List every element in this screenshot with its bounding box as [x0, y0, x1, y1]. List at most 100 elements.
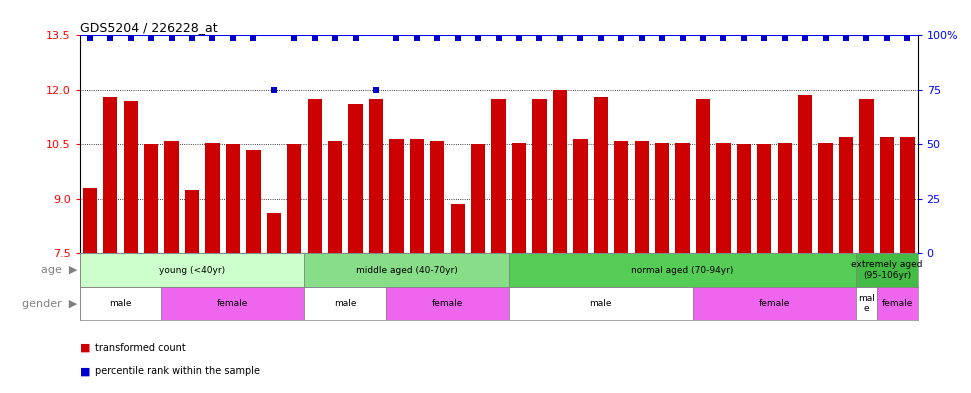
Bar — [83, 188, 97, 253]
Point — [858, 35, 874, 41]
Point — [164, 35, 180, 41]
Point — [205, 35, 220, 41]
Point — [818, 35, 833, 41]
Bar — [430, 141, 445, 253]
Bar — [328, 141, 342, 253]
Bar — [634, 141, 649, 253]
Point — [614, 35, 629, 41]
Bar — [737, 144, 751, 253]
Point — [327, 35, 343, 41]
Point — [450, 35, 465, 41]
Text: transformed count: transformed count — [95, 343, 185, 353]
Bar — [509, 287, 692, 320]
Point — [286, 35, 302, 41]
Text: female: female — [218, 299, 249, 308]
Point — [695, 35, 711, 41]
Point — [491, 35, 507, 41]
Point — [368, 87, 384, 93]
Point — [654, 35, 670, 41]
Text: male: male — [334, 299, 356, 308]
Bar — [225, 144, 240, 253]
Text: ■: ■ — [80, 366, 90, 376]
Bar — [512, 143, 526, 253]
Bar — [819, 143, 833, 253]
Bar — [573, 139, 587, 253]
Text: normal aged (70-94yr): normal aged (70-94yr) — [631, 266, 734, 275]
Point — [756, 35, 772, 41]
Bar — [205, 143, 219, 253]
Bar — [144, 144, 158, 253]
Bar — [305, 253, 509, 287]
Text: middle aged (40-70yr): middle aged (40-70yr) — [355, 266, 457, 275]
Text: extremely aged
(95-106yr): extremely aged (95-106yr) — [852, 261, 922, 280]
Bar — [552, 90, 567, 253]
Bar — [717, 143, 730, 253]
Bar — [900, 137, 915, 253]
Bar — [267, 213, 281, 253]
Bar — [308, 99, 321, 253]
Text: female: female — [882, 299, 913, 308]
Point — [899, 35, 915, 41]
Point — [716, 35, 731, 41]
Bar — [798, 95, 813, 253]
Point — [225, 35, 241, 41]
Point — [307, 35, 322, 41]
Bar — [757, 144, 772, 253]
Point — [103, 35, 118, 41]
Point — [388, 35, 404, 41]
Point — [429, 35, 445, 41]
Bar — [287, 144, 301, 253]
Point — [144, 35, 159, 41]
Point — [532, 35, 548, 41]
Point — [736, 35, 752, 41]
Point — [552, 35, 568, 41]
Point — [409, 35, 424, 41]
Point — [634, 35, 650, 41]
Bar — [164, 141, 179, 253]
Bar — [593, 97, 608, 253]
Point — [348, 35, 363, 41]
Text: gender  ▶: gender ▶ — [22, 299, 78, 309]
Point — [184, 35, 200, 41]
Bar — [103, 97, 117, 253]
Bar — [389, 139, 404, 253]
Bar — [349, 105, 363, 253]
Text: age  ▶: age ▶ — [42, 265, 78, 275]
Point — [797, 35, 813, 41]
Bar — [80, 253, 305, 287]
Text: ■: ■ — [80, 343, 90, 353]
Text: female: female — [759, 299, 790, 308]
Bar — [471, 144, 486, 253]
Point — [879, 35, 894, 41]
Bar — [614, 141, 628, 253]
Point — [246, 35, 261, 41]
Bar — [856, 253, 918, 287]
Point — [123, 35, 139, 41]
Bar — [369, 99, 384, 253]
Bar — [410, 139, 424, 253]
Text: mal
e: mal e — [858, 294, 875, 313]
Text: female: female — [432, 299, 463, 308]
Text: GDS5204 / 226228_at: GDS5204 / 226228_at — [80, 21, 218, 34]
Bar — [880, 137, 894, 253]
Bar — [676, 143, 689, 253]
Point — [573, 35, 588, 41]
Bar — [161, 287, 305, 320]
Point — [777, 35, 792, 41]
Bar — [123, 101, 138, 253]
Point — [512, 35, 527, 41]
Bar — [491, 99, 506, 253]
Bar — [692, 287, 856, 320]
Bar — [655, 143, 669, 253]
Bar — [247, 150, 260, 253]
Bar — [778, 143, 792, 253]
Bar — [856, 287, 877, 320]
Text: male: male — [589, 299, 612, 308]
Bar — [305, 287, 386, 320]
Bar — [386, 287, 509, 320]
Bar — [451, 204, 465, 253]
Text: male: male — [110, 299, 132, 308]
Bar — [80, 287, 161, 320]
Bar — [877, 287, 918, 320]
Point — [593, 35, 609, 41]
